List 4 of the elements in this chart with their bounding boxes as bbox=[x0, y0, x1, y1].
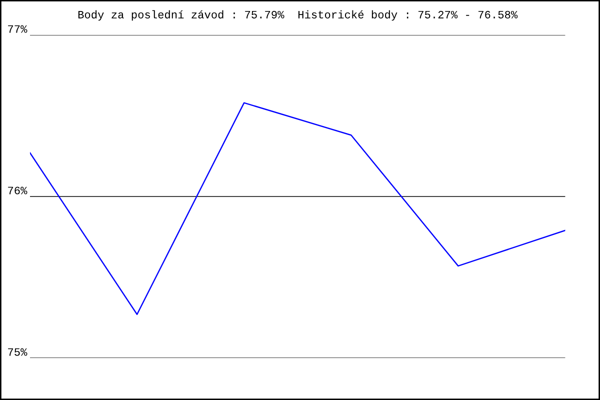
chart-title: Body za poslední závod : 75.79% Historické body : 75.27% - 76.58% bbox=[78, 10, 518, 21]
y-tick-label: 77% bbox=[8, 25, 28, 33]
y-tick-label: 76% bbox=[8, 186, 28, 194]
y-tick-label: 75% bbox=[8, 348, 28, 356]
